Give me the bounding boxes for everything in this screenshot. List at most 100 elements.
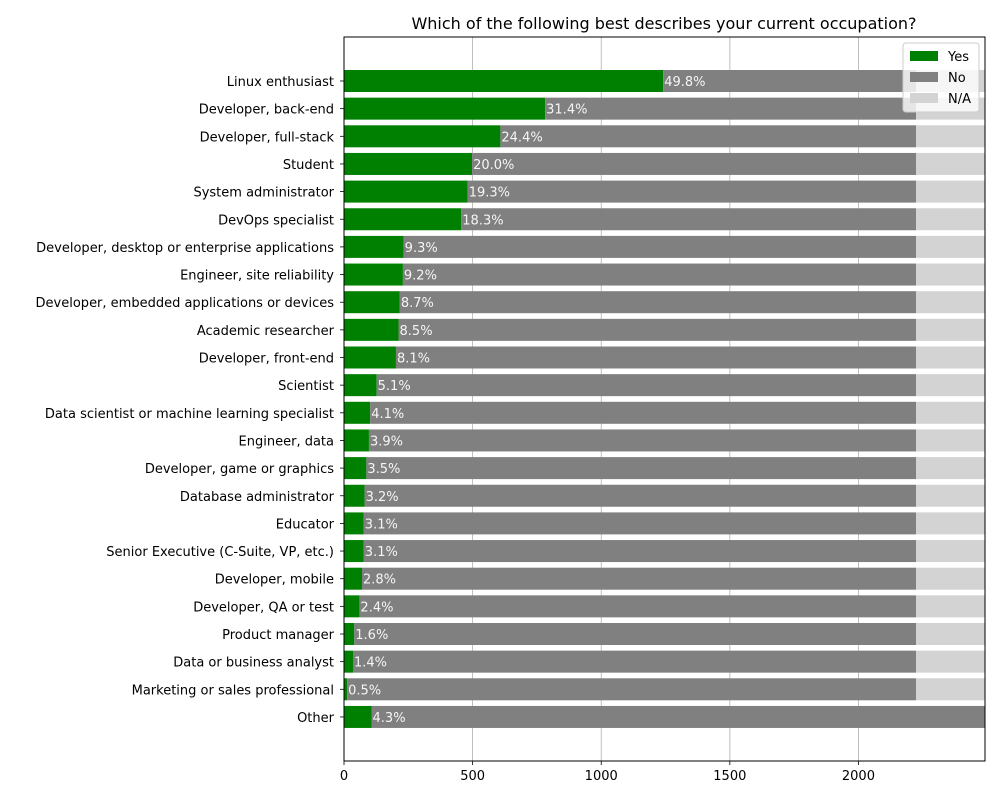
data-label: 3.9% bbox=[370, 434, 403, 449]
data-label: 9.3% bbox=[405, 241, 438, 256]
bars bbox=[344, 70, 985, 728]
legend-label: N/A bbox=[948, 92, 971, 107]
y-tick-label: Academic researcher bbox=[197, 324, 335, 339]
y-tick-label: Other bbox=[297, 711, 335, 726]
bar-yes bbox=[344, 125, 501, 148]
legend-swatch-no bbox=[910, 72, 938, 82]
bar-no bbox=[472, 152, 917, 175]
data-label: 19.3% bbox=[469, 186, 510, 201]
bar-na bbox=[916, 318, 985, 341]
data-label: 3.1% bbox=[365, 545, 398, 560]
y-tick-label: Student bbox=[283, 158, 334, 173]
data-label: 31.4% bbox=[546, 103, 587, 118]
data-label: 3.5% bbox=[367, 462, 400, 477]
bar-no bbox=[500, 125, 917, 148]
bar-na bbox=[916, 125, 985, 148]
bar-no bbox=[467, 180, 917, 203]
bar-no bbox=[371, 705, 985, 728]
y-tick-label: Developer, mobile bbox=[215, 573, 334, 588]
bar-yes bbox=[344, 457, 367, 480]
bar-no bbox=[403, 235, 917, 258]
bar-no bbox=[402, 263, 917, 286]
bar-no bbox=[370, 401, 917, 424]
bar-na bbox=[916, 650, 985, 673]
x-axis: 0 500 1000 1500 2000 bbox=[340, 761, 875, 784]
bar-na bbox=[916, 263, 985, 286]
bar-yes bbox=[344, 484, 365, 507]
bar-yes bbox=[344, 318, 399, 341]
bar-na bbox=[916, 512, 985, 535]
y-tick-label: Marketing or sales professional bbox=[132, 683, 334, 698]
bar-na bbox=[916, 152, 985, 175]
data-label: 0.5% bbox=[348, 683, 381, 698]
bar-yes bbox=[344, 374, 377, 397]
bar-na bbox=[916, 595, 985, 618]
axes-frame bbox=[343, 36, 986, 762]
bar-na bbox=[916, 678, 985, 701]
bar-na bbox=[916, 484, 985, 507]
bar-na bbox=[916, 180, 985, 203]
data-label: 1.4% bbox=[354, 656, 387, 671]
bar-yes bbox=[344, 540, 364, 563]
bar-yes bbox=[344, 346, 396, 369]
bar-no bbox=[461, 208, 917, 231]
bar-no bbox=[368, 429, 917, 452]
bar-na bbox=[916, 235, 985, 258]
data-label: 5.1% bbox=[378, 379, 411, 394]
data-label: 4.3% bbox=[373, 711, 406, 726]
bar-no bbox=[663, 70, 917, 92]
data-label: 8.7% bbox=[401, 296, 434, 311]
bar-na bbox=[916, 429, 985, 452]
bar-no bbox=[376, 374, 917, 397]
legend: Yes No N/A bbox=[902, 42, 980, 113]
data-label: 3.2% bbox=[366, 490, 399, 505]
bar-no bbox=[354, 623, 917, 645]
y-tick-label: DevOps specialist bbox=[218, 213, 334, 228]
data-label: 24.4% bbox=[501, 130, 542, 145]
y-tick-label: Database administrator bbox=[180, 490, 335, 505]
bar-no bbox=[359, 595, 917, 618]
bar-yes bbox=[344, 623, 355, 645]
bar-yes bbox=[344, 208, 462, 231]
y-tick-label: Developer, full-stack bbox=[200, 130, 335, 145]
y-tick-label: Developer, desktop or enterprise applica… bbox=[36, 241, 334, 256]
legend-swatch-yes bbox=[910, 51, 938, 61]
bar-yes bbox=[344, 263, 403, 286]
bar-no bbox=[545, 97, 917, 120]
bar-yes bbox=[344, 650, 354, 673]
x-tick-label: 500 bbox=[460, 769, 485, 784]
bar-yes bbox=[344, 70, 664, 92]
y-tick-label: Data scientist or machine learning speci… bbox=[45, 407, 334, 422]
bar-no bbox=[398, 318, 917, 341]
y-tick-label: Developer, embedded applications or devi… bbox=[36, 296, 335, 311]
bar-no bbox=[363, 512, 917, 535]
bar-yes bbox=[344, 235, 404, 258]
x-tick-label: 2000 bbox=[842, 769, 875, 784]
data-label: 2.4% bbox=[360, 600, 393, 615]
data-label: 8.5% bbox=[400, 324, 433, 339]
y-tick-label: Product manager bbox=[222, 628, 335, 643]
bar-yes bbox=[344, 291, 400, 314]
y-tick-label: Developer, front-end bbox=[199, 352, 334, 367]
bar-no bbox=[395, 346, 917, 369]
bar-na bbox=[916, 457, 985, 480]
data-label: 1.6% bbox=[355, 628, 388, 643]
bar-no bbox=[399, 291, 917, 314]
bar-no bbox=[353, 650, 917, 673]
data-label: 4.1% bbox=[371, 407, 404, 422]
bar-na bbox=[916, 346, 985, 369]
bar-yes bbox=[344, 429, 369, 452]
bar-yes bbox=[344, 705, 372, 728]
legend-label: Yes bbox=[947, 50, 969, 65]
bar-yes bbox=[344, 678, 348, 701]
x-tick-label: 1500 bbox=[713, 769, 746, 784]
bar-yes bbox=[344, 595, 360, 618]
legend-label: No bbox=[948, 71, 966, 86]
bar-na bbox=[916, 540, 985, 563]
bar-yes bbox=[344, 152, 473, 175]
y-tick-label: Data or business analyst bbox=[173, 656, 334, 671]
x-tick-label: 1000 bbox=[585, 769, 618, 784]
y-tick-label: Developer, back-end bbox=[199, 103, 334, 118]
bar-yes bbox=[344, 512, 364, 535]
